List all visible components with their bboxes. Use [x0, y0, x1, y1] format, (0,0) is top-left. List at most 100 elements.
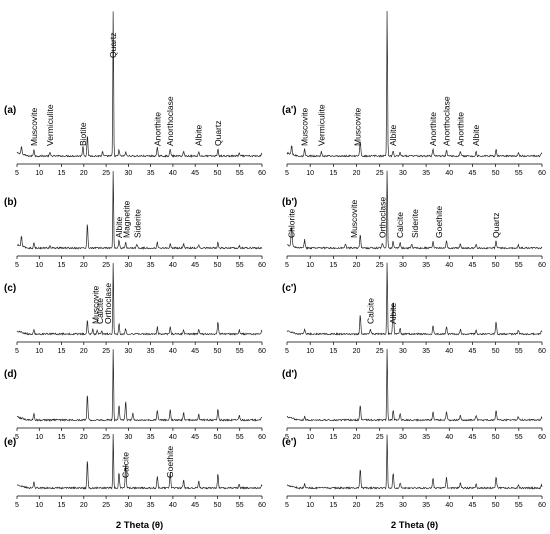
peak-annotation: Quartz [491, 212, 501, 238]
x-tick-label: 55 [515, 434, 523, 441]
x-tick-label: 55 [236, 502, 244, 509]
panel-label: (c) [4, 283, 16, 294]
x-tick-label: 10 [35, 170, 43, 177]
x-tick-label: 50 [214, 348, 222, 355]
x-tick-label: 25 [102, 348, 110, 355]
x-tick-label: 20 [80, 502, 88, 509]
x-tick-label: 30 [124, 170, 132, 177]
x-tick-label: 55 [515, 262, 523, 269]
peak-annotation: Calcite [95, 298, 105, 324]
peak-annotation: Calcite [395, 212, 405, 238]
x-tick-label: 55 [515, 348, 523, 355]
peak-annotation: Muscovite [300, 107, 310, 146]
x-tick-label: 60 [538, 502, 546, 509]
x-tick-label: 15 [329, 348, 337, 355]
x-tick-label: 25 [376, 348, 384, 355]
x-tick-label: 45 [191, 502, 199, 509]
x-tick-label: 25 [376, 170, 384, 177]
x-tick-label: 20 [80, 262, 88, 269]
xrd-trace [16, 11, 263, 158]
panel-label: (a) [4, 105, 16, 116]
x-tick-label: 50 [214, 170, 222, 177]
peak-annotation: Muscovite [29, 107, 39, 146]
x-tick-label: 55 [236, 170, 244, 177]
peak-annotation: Vermiculite [45, 104, 55, 146]
panel-prime-3: 5 10 15 20 25 30 35 40 45 50 55 60 (d') [282, 348, 546, 441]
peak-annotation: Muscovite [90, 285, 100, 324]
x-tick-label: 10 [35, 348, 43, 355]
x-tick-label: 45 [469, 170, 477, 177]
x-tick-label: 40 [445, 434, 453, 441]
x-tick-label: 35 [147, 434, 155, 441]
x-tick-label: 30 [124, 502, 132, 509]
x-tick-label: 25 [376, 434, 384, 441]
x-tick-label: 10 [306, 262, 314, 269]
panel-label: (b') [282, 197, 297, 208]
x-tick-label: 15 [58, 348, 66, 355]
x-tick-label: 60 [258, 348, 266, 355]
peak-annotation: Calcite [365, 298, 375, 324]
x-tick-label: 5 [285, 348, 289, 355]
x-tick-label: 40 [445, 502, 453, 509]
x-tick-label: 45 [191, 348, 199, 355]
x-axis-label: 2 Theta (θ) [116, 520, 163, 531]
x-tick-label: 40 [169, 502, 177, 509]
peak-annotation: Albite [194, 124, 204, 146]
x-tick-label: 15 [329, 502, 337, 509]
x-tick-label: 35 [422, 348, 430, 355]
x-tick-label: 25 [102, 502, 110, 509]
peak-annotation: Albite [388, 302, 398, 324]
x-tick-label: 55 [515, 502, 523, 509]
xrd-trace [16, 433, 263, 490]
peak-annotation: Siderite [133, 209, 143, 238]
x-tick-label: 20 [353, 262, 361, 269]
panel-label: (d') [282, 369, 297, 380]
x-tick-label: 45 [191, 262, 199, 269]
peak-annotation: Anorthoclase [165, 96, 175, 146]
x-tick-label: 20 [353, 170, 361, 177]
peak-annotation: Calcite [121, 452, 131, 478]
x-tick-label: 10 [306, 434, 314, 441]
xrd-trace [16, 263, 263, 336]
x-tick-label: 25 [376, 502, 384, 509]
x-tick-label: 45 [469, 262, 477, 269]
x-tick-label: 5 [15, 502, 19, 509]
x-tick-label: 60 [258, 502, 266, 509]
x-tick-label: 55 [236, 348, 244, 355]
x-tick-label: 60 [538, 262, 546, 269]
x-tick-label: 55 [515, 170, 523, 177]
peak-annotation: Anorthite [152, 112, 162, 146]
x-tick-label: 30 [124, 434, 132, 441]
peak-annotation: Muscovite [349, 199, 359, 238]
x-tick-label: 5 [15, 434, 19, 441]
peak-annotation: Albite [471, 124, 481, 146]
x-tick-label: 30 [399, 502, 407, 509]
panel-label: (c') [282, 283, 297, 294]
xrd-trace [286, 434, 543, 490]
x-tick-label: 30 [124, 262, 132, 269]
x-tick-label: 50 [214, 502, 222, 509]
x-tick-label: 30 [399, 434, 407, 441]
peak-annotation: Vermiculite [316, 104, 326, 146]
xrd-trace [286, 170, 543, 250]
x-tick-label: 10 [35, 262, 43, 269]
x-tick-label: 35 [422, 170, 430, 177]
x-tick-label: 40 [169, 348, 177, 355]
x-tick-label: 55 [236, 434, 244, 441]
x-tick-label: 40 [169, 170, 177, 177]
x-tick-label: 35 [147, 262, 155, 269]
x-axis-label: 2 Theta (θ) [391, 520, 438, 531]
peak-annotation: Anorthite [455, 112, 465, 146]
x-tick-label: 10 [35, 434, 43, 441]
peak-annotation: Orthoclase [378, 197, 388, 238]
panel-prime-4: 5 10 15 20 25 30 35 40 45 50 55 60 (e') [282, 434, 546, 509]
peak-annotation: Albite [388, 124, 398, 146]
peak-annotation: Goethite [165, 446, 175, 478]
x-tick-label: 5 [15, 170, 19, 177]
x-tick-label: 40 [445, 262, 453, 269]
x-tick-label: 5 [285, 262, 289, 269]
peak-annotation: Quartz [213, 120, 223, 146]
x-tick-label: 15 [329, 262, 337, 269]
x-tick-label: 15 [58, 262, 66, 269]
